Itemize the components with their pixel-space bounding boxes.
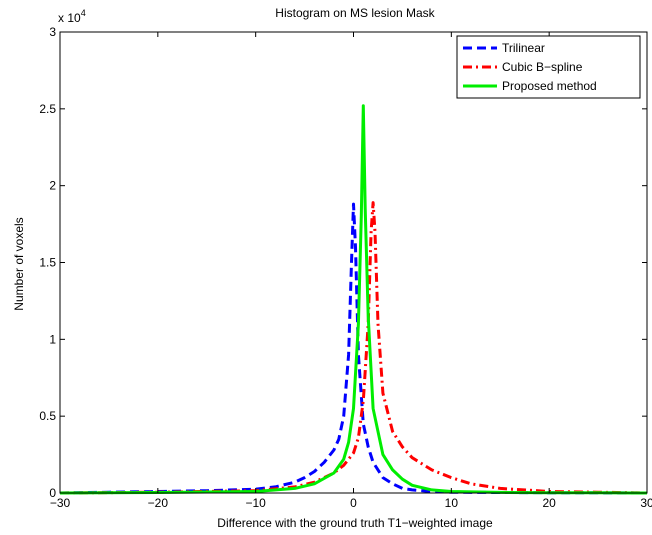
x-tick-label: −10 <box>245 496 266 510</box>
x-tick-label: 30 <box>640 496 652 510</box>
series-line-0 <box>59 202 648 495</box>
plot-area <box>60 32 647 493</box>
y-scale-note: x 10 <box>58 11 81 25</box>
y-tick-label: 1 <box>49 332 56 346</box>
x-tick-label: −30 <box>50 496 71 510</box>
x-tick-label: −20 <box>148 496 169 510</box>
legend-entry-2: Proposed method <box>502 79 597 93</box>
y-tick-label: 0.5 <box>39 409 56 423</box>
chart-title: Histogram on MS lesion Mask <box>275 6 435 20</box>
x-axis-label: Difference with the ground truth T1−weig… <box>217 516 493 530</box>
legend-entry-1: Cubic B−spline <box>502 60 583 74</box>
plot-background <box>60 32 647 493</box>
x-tick-label: 20 <box>542 496 556 510</box>
legend-entry-0: Trilinear <box>502 41 545 55</box>
x-tick-label: 10 <box>445 496 459 510</box>
y-tick-label: 0 <box>49 486 56 500</box>
y-scale-multiplier: x 104 <box>58 8 86 25</box>
y-tick-label: 3 <box>49 25 56 39</box>
axes: −30 −20 −10 0 10 20 30 0 0.5 1 1.5 2 2.5 3 <box>39 25 652 510</box>
legend: Trilinear Cubic B−spline Proposed method <box>456 35 641 99</box>
y-axis-label: Number of voxels <box>12 217 26 310</box>
y-tick-label: 1.5 <box>39 256 56 270</box>
y-tick-label: 2.5 <box>39 102 56 116</box>
y-scale-exponent: 4 <box>81 8 86 18</box>
y-tick-label: 2 <box>49 179 56 193</box>
x-tick-label: 0 <box>350 496 357 510</box>
series-line-1 <box>59 201 648 495</box>
